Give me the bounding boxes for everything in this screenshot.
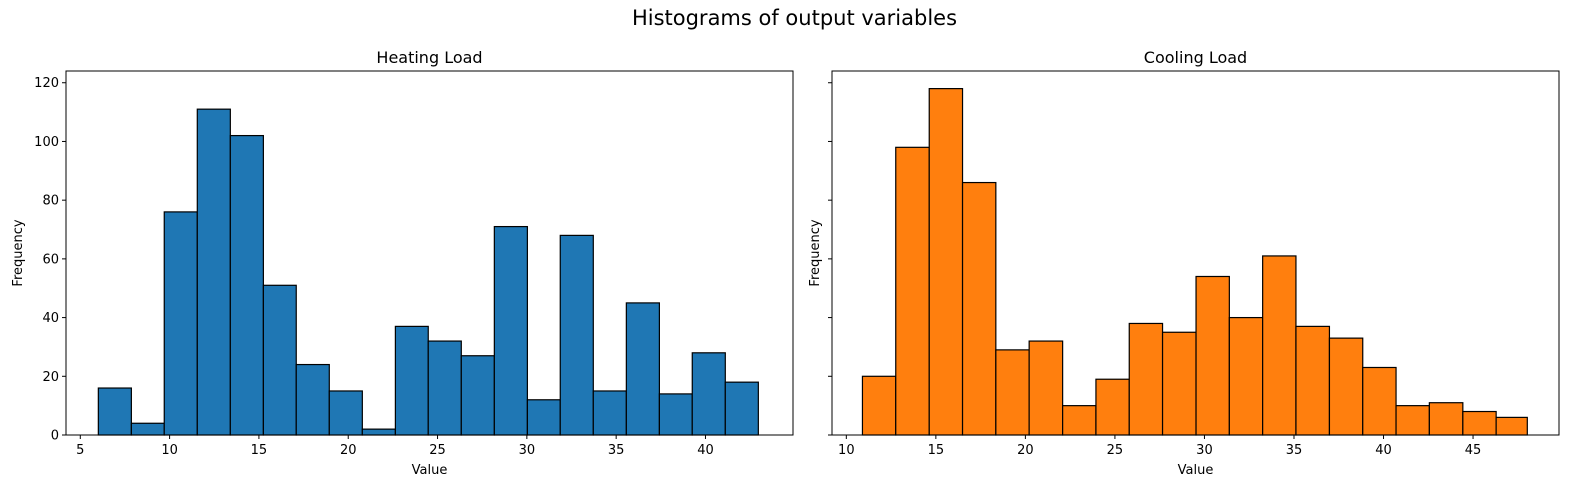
histogram-bar [394,325,429,436]
x-tick-label: 40 [697,443,714,458]
histogram-bar [1362,366,1397,436]
histogram-bar [1328,337,1364,436]
y-tick-label: 0 [51,429,59,444]
histogram-bar [196,108,231,436]
histogram-bar [592,390,627,436]
x-axis-label: Value [1178,463,1214,478]
histogram-bar [262,284,297,436]
x-tick-label: 30 [1196,443,1213,458]
x-tick-label: 30 [519,443,536,458]
histogram-bar [1195,275,1230,436]
histogram-bar [361,428,396,436]
x-tick-label: 35 [608,443,625,458]
histogram-bar [1495,416,1528,436]
histogram-bar [1295,325,1331,436]
y-tick-label: 40 [42,311,59,326]
histogram-bar [295,363,330,436]
histogram-bar [559,234,594,436]
histogram-bar [130,422,165,436]
y-tick-label: 100 [34,135,59,150]
histogram-bar [1262,255,1297,436]
histogram-bar [658,393,693,436]
histogram-bar [1161,331,1197,436]
y-tick-label: 20 [42,370,59,385]
histogram-bar [460,355,495,436]
x-tick-label: 40 [1375,443,1392,458]
histogram-bar [526,399,561,436]
histogram-bar [427,340,462,436]
x-tick-label: 20 [1017,443,1034,458]
axes-title: Heating Load [376,48,482,67]
cooling-load-panel: 10 15 20 25 30 35 40 45 Cooling Load Value Frequen… [808,48,1560,478]
y-tick-label: 120 [34,76,59,91]
x-tick-label: 35 [1286,443,1303,458]
x-tick-label: 45 [1465,443,1482,458]
histogram-bar [1395,405,1430,436]
histogram-bar [1128,322,1164,436]
x-tick-label: 5 [76,443,84,458]
histogram-bar [97,387,132,436]
histogram-bar [328,390,363,436]
histogram-bar [895,146,930,436]
histogram-bar [995,349,1030,436]
histogram-bar [1095,378,1130,436]
x-tick-label: 10 [161,443,178,458]
histogram-bar [1428,402,1464,436]
histogram-bar [861,375,897,436]
histogram-bar [229,134,264,436]
y-axis-label: Frequency [11,219,26,286]
x-tick-label: 15 [928,443,945,458]
heating-load-panel: 5 10 15 20 25 30 35 40 0 20 40 60 80 100 120 Heating Lo… [11,48,794,478]
x-tick-label: 25 [1107,443,1124,458]
axes-frame [65,70,794,436]
figure-title: Histograms of output variables [631,6,958,30]
x-axis-label: Value [412,463,448,478]
axes-frame [831,70,1560,436]
y-axis-label: Frequency [808,219,823,286]
histogram-bar [1028,340,1064,436]
histogram-bar [1462,410,1497,436]
histogram-bar [928,88,964,436]
x-tick-label: 20 [340,443,357,458]
histogram-bar [493,225,528,436]
x-tick-label: 25 [429,443,446,458]
histogram-bar [961,181,997,436]
histogram-bar [1228,316,1264,436]
histogram-bar [724,381,759,436]
histogram-bar [163,211,198,436]
histogram-bar [625,302,660,436]
y-tick-label: 60 [42,252,59,267]
axes-title: Cooling Load [1144,48,1247,67]
y-tick-label: 80 [42,194,59,209]
x-tick-label: 10 [838,443,855,458]
x-tick-label: 15 [251,443,268,458]
histogram-bar [691,352,726,436]
histogram-bar [1062,405,1097,436]
